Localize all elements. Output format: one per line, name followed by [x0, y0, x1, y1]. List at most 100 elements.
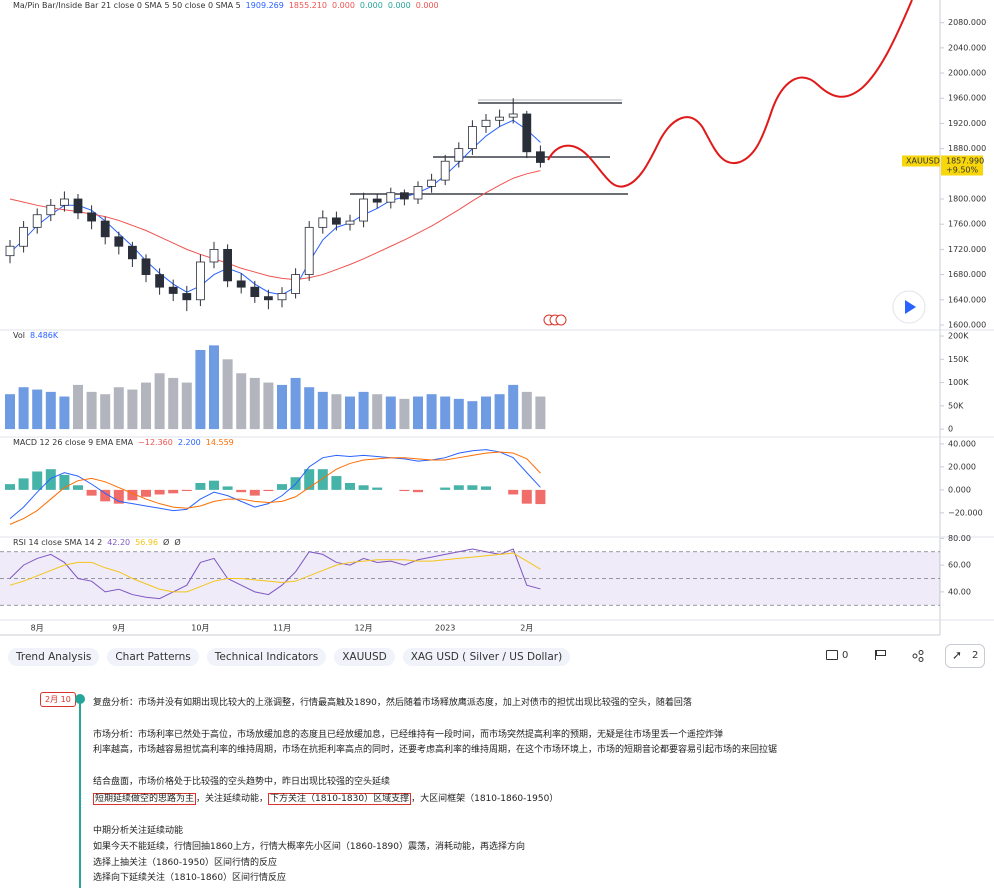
y-tick-label: 1920.000 — [948, 119, 986, 128]
legend-value: 0.000 — [387, 1, 411, 10]
legend-value: 0.000 — [359, 1, 383, 10]
timeline — [79, 698, 81, 888]
volume-bar — [45, 391, 56, 430]
y-tick-label: 150K — [948, 355, 969, 364]
indicator-line — [9, 552, 541, 593]
candle-body — [168, 286, 178, 294]
boost-button[interactable]: ➚ 2 — [945, 644, 985, 668]
legend-value: 0.000 — [332, 1, 355, 10]
histogram-bar — [209, 480, 219, 490]
histogram-bar — [113, 489, 124, 504]
tag[interactable]: XAUUSD — [334, 648, 395, 666]
legend-value: −12.360 — [138, 438, 173, 447]
candle-body — [141, 258, 151, 275]
volume-bar — [467, 401, 478, 430]
candle-body — [182, 293, 192, 301]
histogram-bar — [521, 489, 532, 504]
indicator-line — [9, 449, 541, 519]
volume-bar — [358, 391, 369, 430]
comment-icon[interactable] — [826, 650, 838, 660]
candle-body — [304, 226, 314, 275]
volume-bar — [426, 394, 437, 430]
volume-bar — [86, 391, 97, 430]
post-line: 选择上抽关注（1860-1950）区间行情的反应 — [93, 855, 277, 868]
y-tick-label: 1960.000 — [948, 94, 986, 103]
x-tick-label: 10月 — [191, 624, 209, 633]
candle-body — [331, 217, 341, 225]
volume-bar — [304, 387, 315, 430]
y-tick-label: 0 — [948, 425, 953, 434]
legend-value: 42.20 — [107, 538, 131, 547]
candle-body — [386, 192, 396, 203]
histogram-bar — [358, 485, 369, 490]
candle-body — [440, 160, 450, 181]
histogram-bar — [372, 487, 383, 490]
volume-bar — [345, 396, 355, 430]
volume-bar — [535, 396, 546, 430]
histogram-bar — [535, 489, 546, 505]
boost-count: 2 — [972, 650, 979, 661]
volume-bar — [100, 394, 111, 430]
post-line: 如果今天不能延续，行情回抽1860上方，行情大概率先小区间（1860-1890）… — [93, 839, 525, 852]
volume-bar — [399, 398, 410, 430]
share-icon[interactable] — [912, 650, 924, 662]
y-tick-label: −20.000 — [948, 508, 983, 517]
volume-bar — [127, 389, 138, 430]
volume-bar — [317, 391, 328, 430]
tag[interactable]: Technical Indicators — [206, 648, 327, 666]
indicator-line — [9, 170, 541, 281]
tag[interactable]: XAG USD ( Silver / US Dollar) — [402, 648, 571, 666]
volume-bar — [18, 387, 29, 430]
x-tick-label: 2月 — [520, 624, 533, 633]
histogram-bar — [249, 489, 260, 496]
tag-list: Trend Analysis Chart Patterns Technical In… — [8, 648, 571, 666]
volume-bar — [263, 382, 274, 430]
candle-body — [359, 198, 369, 222]
pane-legend: Ma/Pin Bar/Inside Bar 21 close 0 SMA 5 5… — [13, 1, 444, 10]
volume-bar — [508, 384, 519, 430]
flag[interactable] — [555, 314, 567, 326]
volume-bar — [73, 384, 83, 430]
volume-bar — [249, 377, 260, 430]
candle-body — [127, 245, 137, 260]
volume-bar — [168, 377, 179, 430]
candle-body — [481, 119, 491, 127]
legend-value: Ø — [163, 538, 170, 547]
projection-path — [547, 0, 913, 188]
histogram-bar — [45, 469, 56, 490]
volume-bar — [5, 394, 15, 430]
candle-body — [277, 293, 287, 301]
candle-body — [46, 204, 56, 216]
volume-bar — [453, 398, 464, 430]
legend-value: 14.559 — [205, 438, 234, 447]
text: 中期分析关注延续动能 — [93, 826, 184, 836]
volume-bar — [481, 396, 491, 430]
y-tick-label: 20.000 — [948, 462, 976, 471]
histogram-bar — [168, 489, 179, 494]
candle-body — [87, 212, 96, 222]
candle-body — [236, 280, 246, 288]
pane-title: MACD 12 26 close 9 EMA EMA — [13, 438, 134, 447]
volume-bar — [521, 391, 532, 430]
y-tick-label: 200K — [948, 332, 969, 341]
histogram-bar — [440, 487, 451, 490]
volume-bar — [32, 389, 43, 430]
post-line: 选择向下延续关注（1810-1860）区间行情反应 — [93, 870, 286, 883]
volume-bar — [494, 394, 505, 430]
y-tick-label: 40.000 — [948, 439, 976, 448]
candle-body — [467, 126, 477, 150]
histogram-bar — [413, 489, 423, 493]
tag[interactable]: Chart Patterns — [107, 648, 199, 666]
histogram-bar — [141, 489, 151, 497]
pane-title: Ma/Pin Bar/Inside Bar 21 close 0 SMA 5 5… — [13, 1, 241, 10]
histogram-bar — [32, 471, 43, 490]
y-tick-label: 60.00 — [948, 561, 971, 570]
candle-body — [60, 198, 69, 206]
flag-icon[interactable] — [875, 650, 886, 660]
pane-title: Vol — [13, 331, 25, 340]
tag[interactable]: Trend Analysis — [8, 648, 100, 666]
candle-body — [427, 179, 437, 187]
play-icon — [905, 300, 916, 314]
histogram-bar — [399, 489, 410, 492]
